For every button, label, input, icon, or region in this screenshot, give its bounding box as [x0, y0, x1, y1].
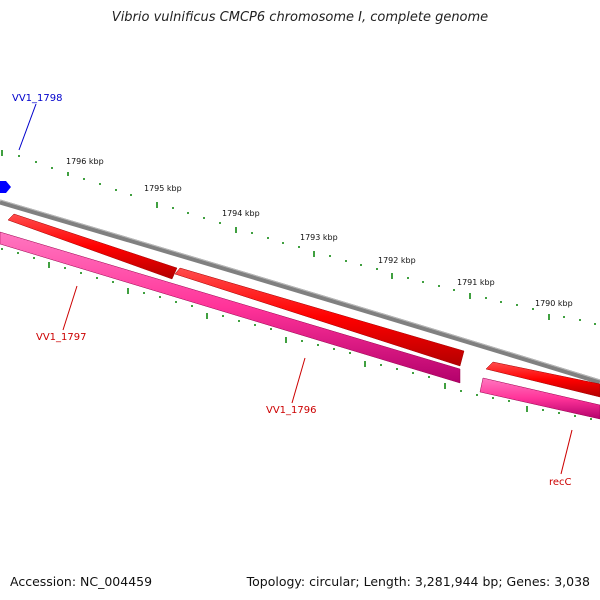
cds-forward-vv1-1797[interactable]: [7, 213, 178, 280]
leader-vv1-1796: [291, 357, 306, 404]
genome-backbone-highlight: [0, 199, 600, 381]
cds-forward-recc[interactable]: [485, 361, 600, 398]
leader-vv1-1798: [18, 103, 37, 151]
gene-arrow-vv1-1798[interactable]: [0, 181, 11, 193]
inner-ticks: [1, 248, 592, 420]
map-title: Vibrio vulnificus CMCP6 chromosome I, co…: [111, 10, 489, 25]
gene-label-vv1-1797[interactable]: VV1_1797: [36, 332, 87, 343]
genome-backbone: [0, 199, 600, 385]
leader-vv1-1797: [62, 285, 78, 331]
kbp-label: 1792 kbp: [378, 256, 416, 265]
kbp-label: 1794 kbp: [222, 209, 260, 218]
accession-text: Accession: NC_004459: [10, 574, 153, 589]
kbp-label: 1795 kbp: [144, 184, 182, 193]
cds-reverse-vv1-1796[interactable]: [0, 231, 461, 384]
outer-ticks: [1, 150, 596, 325]
genome-summary-text: Topology: circular; Length: 3,281,944 bp…: [246, 574, 590, 589]
cds-reverse-recc[interactable]: [479, 377, 600, 420]
kbp-label: 1793 kbp: [300, 233, 338, 242]
cds-forward-vv1-1796[interactable]: [174, 267, 465, 367]
gene-label-vv1-1798[interactable]: VV1_1798: [12, 93, 63, 104]
gene-label-recc[interactable]: recC: [549, 477, 572, 488]
kbp-labels: 1796 kbp 1795 kbp 1794 kbp 1793 kbp 1792…: [66, 157, 573, 308]
kbp-label: 1790 kbp: [535, 299, 573, 308]
leader-recc: [560, 429, 573, 475]
kbp-label: 1791 kbp: [457, 278, 495, 287]
gene-label-vv1-1796[interactable]: VV1_1796: [266, 405, 317, 416]
kbp-label: 1796 kbp: [66, 157, 104, 166]
